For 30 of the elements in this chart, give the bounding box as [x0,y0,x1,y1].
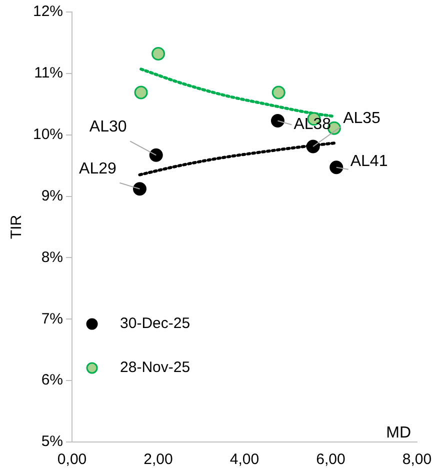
y-axis-title: TIR [8,214,26,240]
x-tick-label: 4,00 [230,451,260,468]
point [132,182,146,196]
y-tick-label: 11% [34,64,64,82]
y-tick-label: 12% [32,3,64,20]
point [330,160,344,174]
annotation: AL35 [343,110,381,127]
x-tick-label: 8,00 [402,451,432,468]
annotation: AL30 [89,118,127,136]
x-tick-label: 0,00 [57,451,87,468]
y-tick-label: 6% [41,372,64,389]
point [306,140,320,154]
y-tick-label: 5% [41,433,64,450]
annotation: AL41 [350,152,388,170]
point [270,114,284,128]
x-tick-label: 6,00 [316,451,346,468]
point [152,47,166,61]
point [134,86,148,100]
y-tick-label: 10% [32,126,64,143]
legend-label: 28-Nov-25 [120,359,190,376]
y-tick-label: 9% [41,187,64,204]
x-tick-label: 2,00 [144,451,173,468]
legend-label: 30-Dec-25 [120,315,190,332]
point [272,86,286,100]
y-tick-label: 7% [41,310,64,328]
point [149,148,163,162]
x-axis-title: MD [386,424,411,442]
y-tick-label: 8% [41,248,64,266]
annotation: AL29 [79,160,117,178]
line-series [138,141,338,176]
